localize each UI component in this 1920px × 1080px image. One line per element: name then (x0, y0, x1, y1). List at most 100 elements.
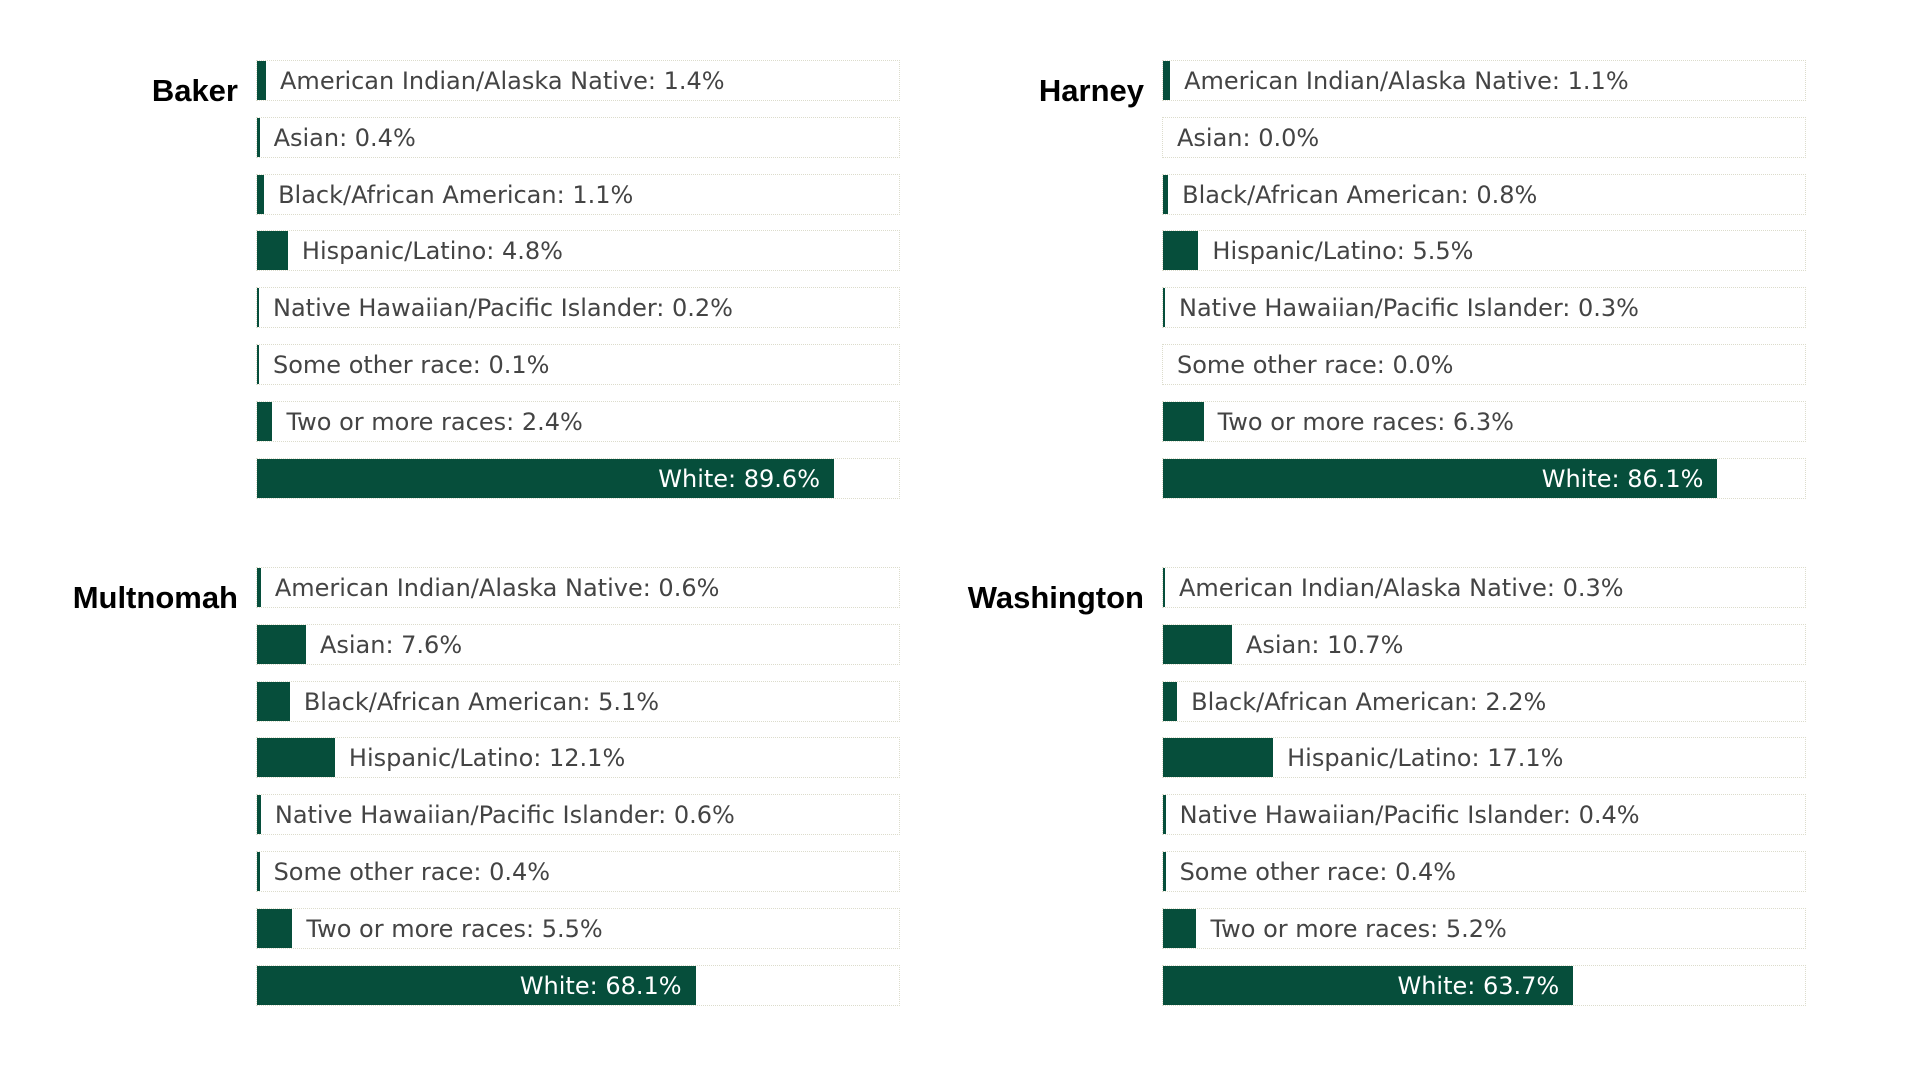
bar-row: White: 89.6% (256, 458, 900, 499)
data-label: Two or more races: 5.5% (306, 914, 603, 943)
bar (257, 459, 835, 498)
data-label: Hispanic/Latino: 17.1% (1287, 743, 1564, 772)
bar-row: Hispanic/Latino: 12.1% (256, 737, 900, 778)
bar-row: White: 86.1% (1162, 458, 1806, 499)
bar-plot: American Indian/Alaska Native: 0.3% Asian… (1162, 567, 1806, 1007)
data-label: Some other race: 0.4% (273, 857, 551, 886)
bar-row: Hispanic/Latino: 5.5% (1162, 230, 1806, 271)
bar (1163, 61, 1171, 100)
bar-row: Two or more races: 6.3% (1162, 401, 1806, 442)
bar-row: American Indian/Alaska Native: 1.4% (256, 60, 900, 101)
data-label: Black/African American: 2.2% (1191, 687, 1547, 716)
bar-row: Asian: 7.6% (256, 624, 900, 665)
data-label: Two or more races: 2.4% (286, 407, 583, 436)
data-label: American Indian/Alaska Native: 1.1% (1184, 66, 1629, 95)
data-label: American Indian/Alaska Native: 0.6% (274, 573, 720, 602)
data-label: Two or more races: 5.2% (1210, 914, 1507, 943)
bar-row: Asian: 10.7% (1162, 624, 1806, 665)
bar-row: Some other race: 0.0% (1162, 344, 1806, 385)
data-label: Black/African American: 0.8% (1182, 180, 1538, 209)
bar-row: American Indian/Alaska Native: 1.1% (1162, 60, 1806, 101)
bar (257, 288, 259, 327)
data-label: Native Hawaiian/Pacific Islander: 0.2% (273, 293, 733, 322)
bar-row: Native Hawaiian/Pacific Islander: 0.2% (256, 287, 900, 328)
bar (1163, 738, 1274, 777)
data-label: Hispanic/Latino: 5.5% (1212, 236, 1474, 265)
data-label: Black/African American: 1.1% (278, 180, 634, 209)
bar-row: Asian: 0.4% (256, 117, 900, 158)
bar-plot: American Indian/Alaska Native: 1.1% Asian… (1162, 60, 1806, 500)
data-label: Black/African American: 5.1% (303, 687, 660, 716)
bar-row: Black/African American: 2.2% (1162, 681, 1806, 722)
data-label: Two or more races: 6.3% (1217, 407, 1514, 436)
bar-row: White: 68.1% (256, 965, 900, 1006)
data-label: Hispanic/Latino: 12.1% (348, 743, 626, 772)
bar (1163, 966, 1574, 1005)
bar (1163, 909, 1197, 948)
data-label: Asian: 7.6% (319, 630, 463, 659)
bar (257, 231, 288, 270)
bar-plot: American Indian/Alaska Native: 0.6% Asian… (256, 567, 900, 1007)
data-label: Native Hawaiian/Pacific Islander: 0.6% (274, 800, 735, 829)
data-label: Some other race: 0.4% (1179, 857, 1457, 886)
data-label: White: 89.6% (658, 464, 821, 493)
bar (257, 61, 267, 100)
bar (257, 402, 273, 441)
bar-row: Native Hawaiian/Pacific Islander: 0.4% (1162, 794, 1806, 835)
bar-row: Native Hawaiian/Pacific Islander: 0.6% (256, 794, 900, 835)
bar (257, 175, 265, 214)
bar (257, 568, 261, 607)
bar (257, 795, 261, 834)
bar (1163, 288, 1165, 327)
bar (1163, 402, 1204, 441)
bar (257, 909, 293, 948)
bar (257, 852, 260, 891)
panel-multnomah: Multnomah American Indian/Alaska Native:… (0, 567, 900, 1007)
panel-washington: Washington American Indian/Alaska Native… (906, 567, 1806, 1007)
panel-title: Harney (1038, 73, 1144, 108)
bar (257, 738, 335, 777)
bar-row: White: 63.7% (1162, 965, 1806, 1006)
data-label: American Indian/Alaska Native: 1.4% (280, 66, 725, 95)
data-label: Some other race: 0.0% (1177, 350, 1454, 379)
data-label: White: 86.1% (1541, 464, 1704, 493)
data-label: Asian: 0.4% (273, 123, 416, 152)
bar-row: Hispanic/Latino: 17.1% (1162, 737, 1806, 778)
bar-row: Two or more races: 2.4% (256, 401, 900, 442)
bar-row: Black/African American: 5.1% (256, 681, 900, 722)
bar (1163, 625, 1232, 664)
panel-title: Multnomah (72, 580, 238, 615)
data-label: Native Hawaiian/Pacific Islander: 0.4% (1179, 800, 1640, 829)
bar (1163, 568, 1165, 607)
bar-row: Two or more races: 5.5% (256, 908, 900, 949)
panel-title: Baker (151, 73, 238, 108)
data-label: White: 63.7% (1397, 971, 1560, 1000)
bar (1163, 852, 1166, 891)
data-label: Hispanic/Latino: 4.8% (301, 236, 563, 265)
panel-harney: Harney American Indian/Alaska Native: 1.… (906, 60, 1806, 500)
bar (257, 625, 306, 664)
bar-row: Some other race: 0.4% (256, 851, 900, 892)
data-label: Native Hawaiian/Pacific Islander: 0.3% (1179, 293, 1639, 322)
bar (257, 966, 696, 1005)
data-label: American Indian/Alaska Native: 0.3% (1179, 573, 1624, 602)
bar (257, 345, 259, 384)
bar-row: Some other race: 0.4% (1162, 851, 1806, 892)
bar-row: Asian: 0.0% (1162, 117, 1806, 158)
bar-row: Two or more races: 5.2% (1162, 908, 1806, 949)
bar-row: Black/African American: 1.1% (256, 174, 900, 215)
bar (257, 682, 290, 721)
bar-row: Black/African American: 0.8% (1162, 174, 1806, 215)
bar-row: Some other race: 0.1% (256, 344, 900, 385)
bar-row: American Indian/Alaska Native: 0.6% (256, 567, 900, 608)
data-label: Asian: 10.7% (1245, 630, 1404, 659)
bar-row: American Indian/Alaska Native: 0.3% (1162, 567, 1806, 608)
bar (1163, 795, 1166, 834)
bar-row: Hispanic/Latino: 4.8% (256, 230, 900, 271)
data-label: Asian: 0.0% (1177, 123, 1320, 152)
data-label: White: 68.1% (519, 971, 682, 1000)
panel-baker: Baker American Indian/Alaska Native: 1.4… (0, 60, 900, 500)
data-label: Some other race: 0.1% (273, 350, 550, 379)
bar (1163, 682, 1178, 721)
panel-title: Washington (967, 580, 1144, 615)
